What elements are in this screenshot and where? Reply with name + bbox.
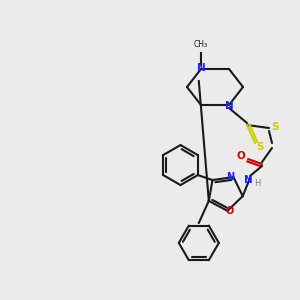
Text: O: O bbox=[225, 206, 234, 216]
Text: H: H bbox=[254, 178, 260, 188]
Text: N: N bbox=[196, 63, 206, 73]
Text: O: O bbox=[236, 151, 245, 161]
Text: S: S bbox=[271, 122, 278, 132]
Text: S: S bbox=[256, 142, 263, 152]
Text: N: N bbox=[225, 101, 233, 111]
Text: N: N bbox=[226, 172, 235, 182]
Text: N: N bbox=[244, 175, 252, 185]
Text: CH₃: CH₃ bbox=[194, 40, 208, 49]
